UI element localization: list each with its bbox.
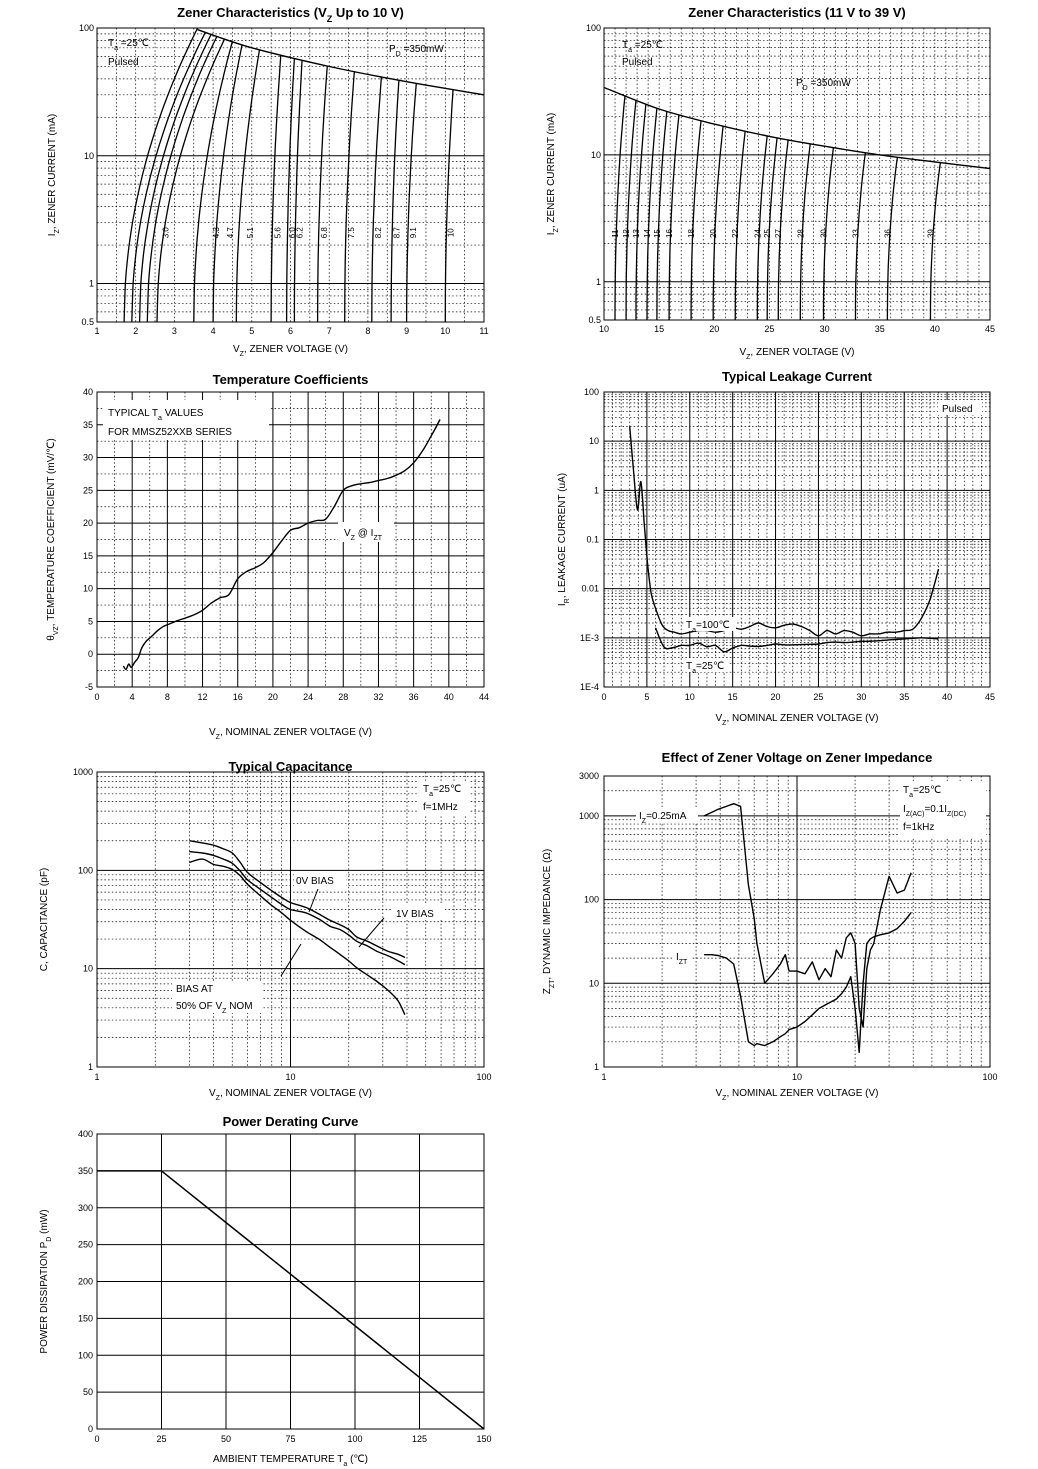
x-tick-label: 125 [412,1434,427,1444]
x-tick-label: 50 [221,1434,231,1444]
x-tick-label: 150 [476,1434,491,1444]
y-axis-label: POWER DISSIPATION PD (mW) [39,1209,53,1353]
y-tick-label: 150 [78,1313,93,1323]
y-tick-label: 0 [88,1424,93,1434]
plot-frame [96,1133,485,1430]
y-tick-label: 350 [78,1166,93,1176]
y-tick-label: 100 [78,1350,93,1360]
derating-line [97,1170,485,1430]
x-tick-label: 75 [285,1434,295,1444]
y-tick-label: 50 [83,1387,93,1397]
y-tick-label: 400 [78,1129,93,1139]
y-tick-label: 250 [78,1240,93,1250]
x-axis-label: AMBIENT TEMPERATURE Ta (℃) [213,1454,368,1468]
x-tick-label: 100 [347,1434,362,1444]
x-tick-label: 25 [156,1434,166,1444]
y-tick-label: 200 [78,1277,93,1287]
x-tick-label: 0 [94,1434,99,1444]
chart-title: Power Derating Curve [223,1114,359,1129]
y-tick-label: 300 [78,1203,93,1213]
